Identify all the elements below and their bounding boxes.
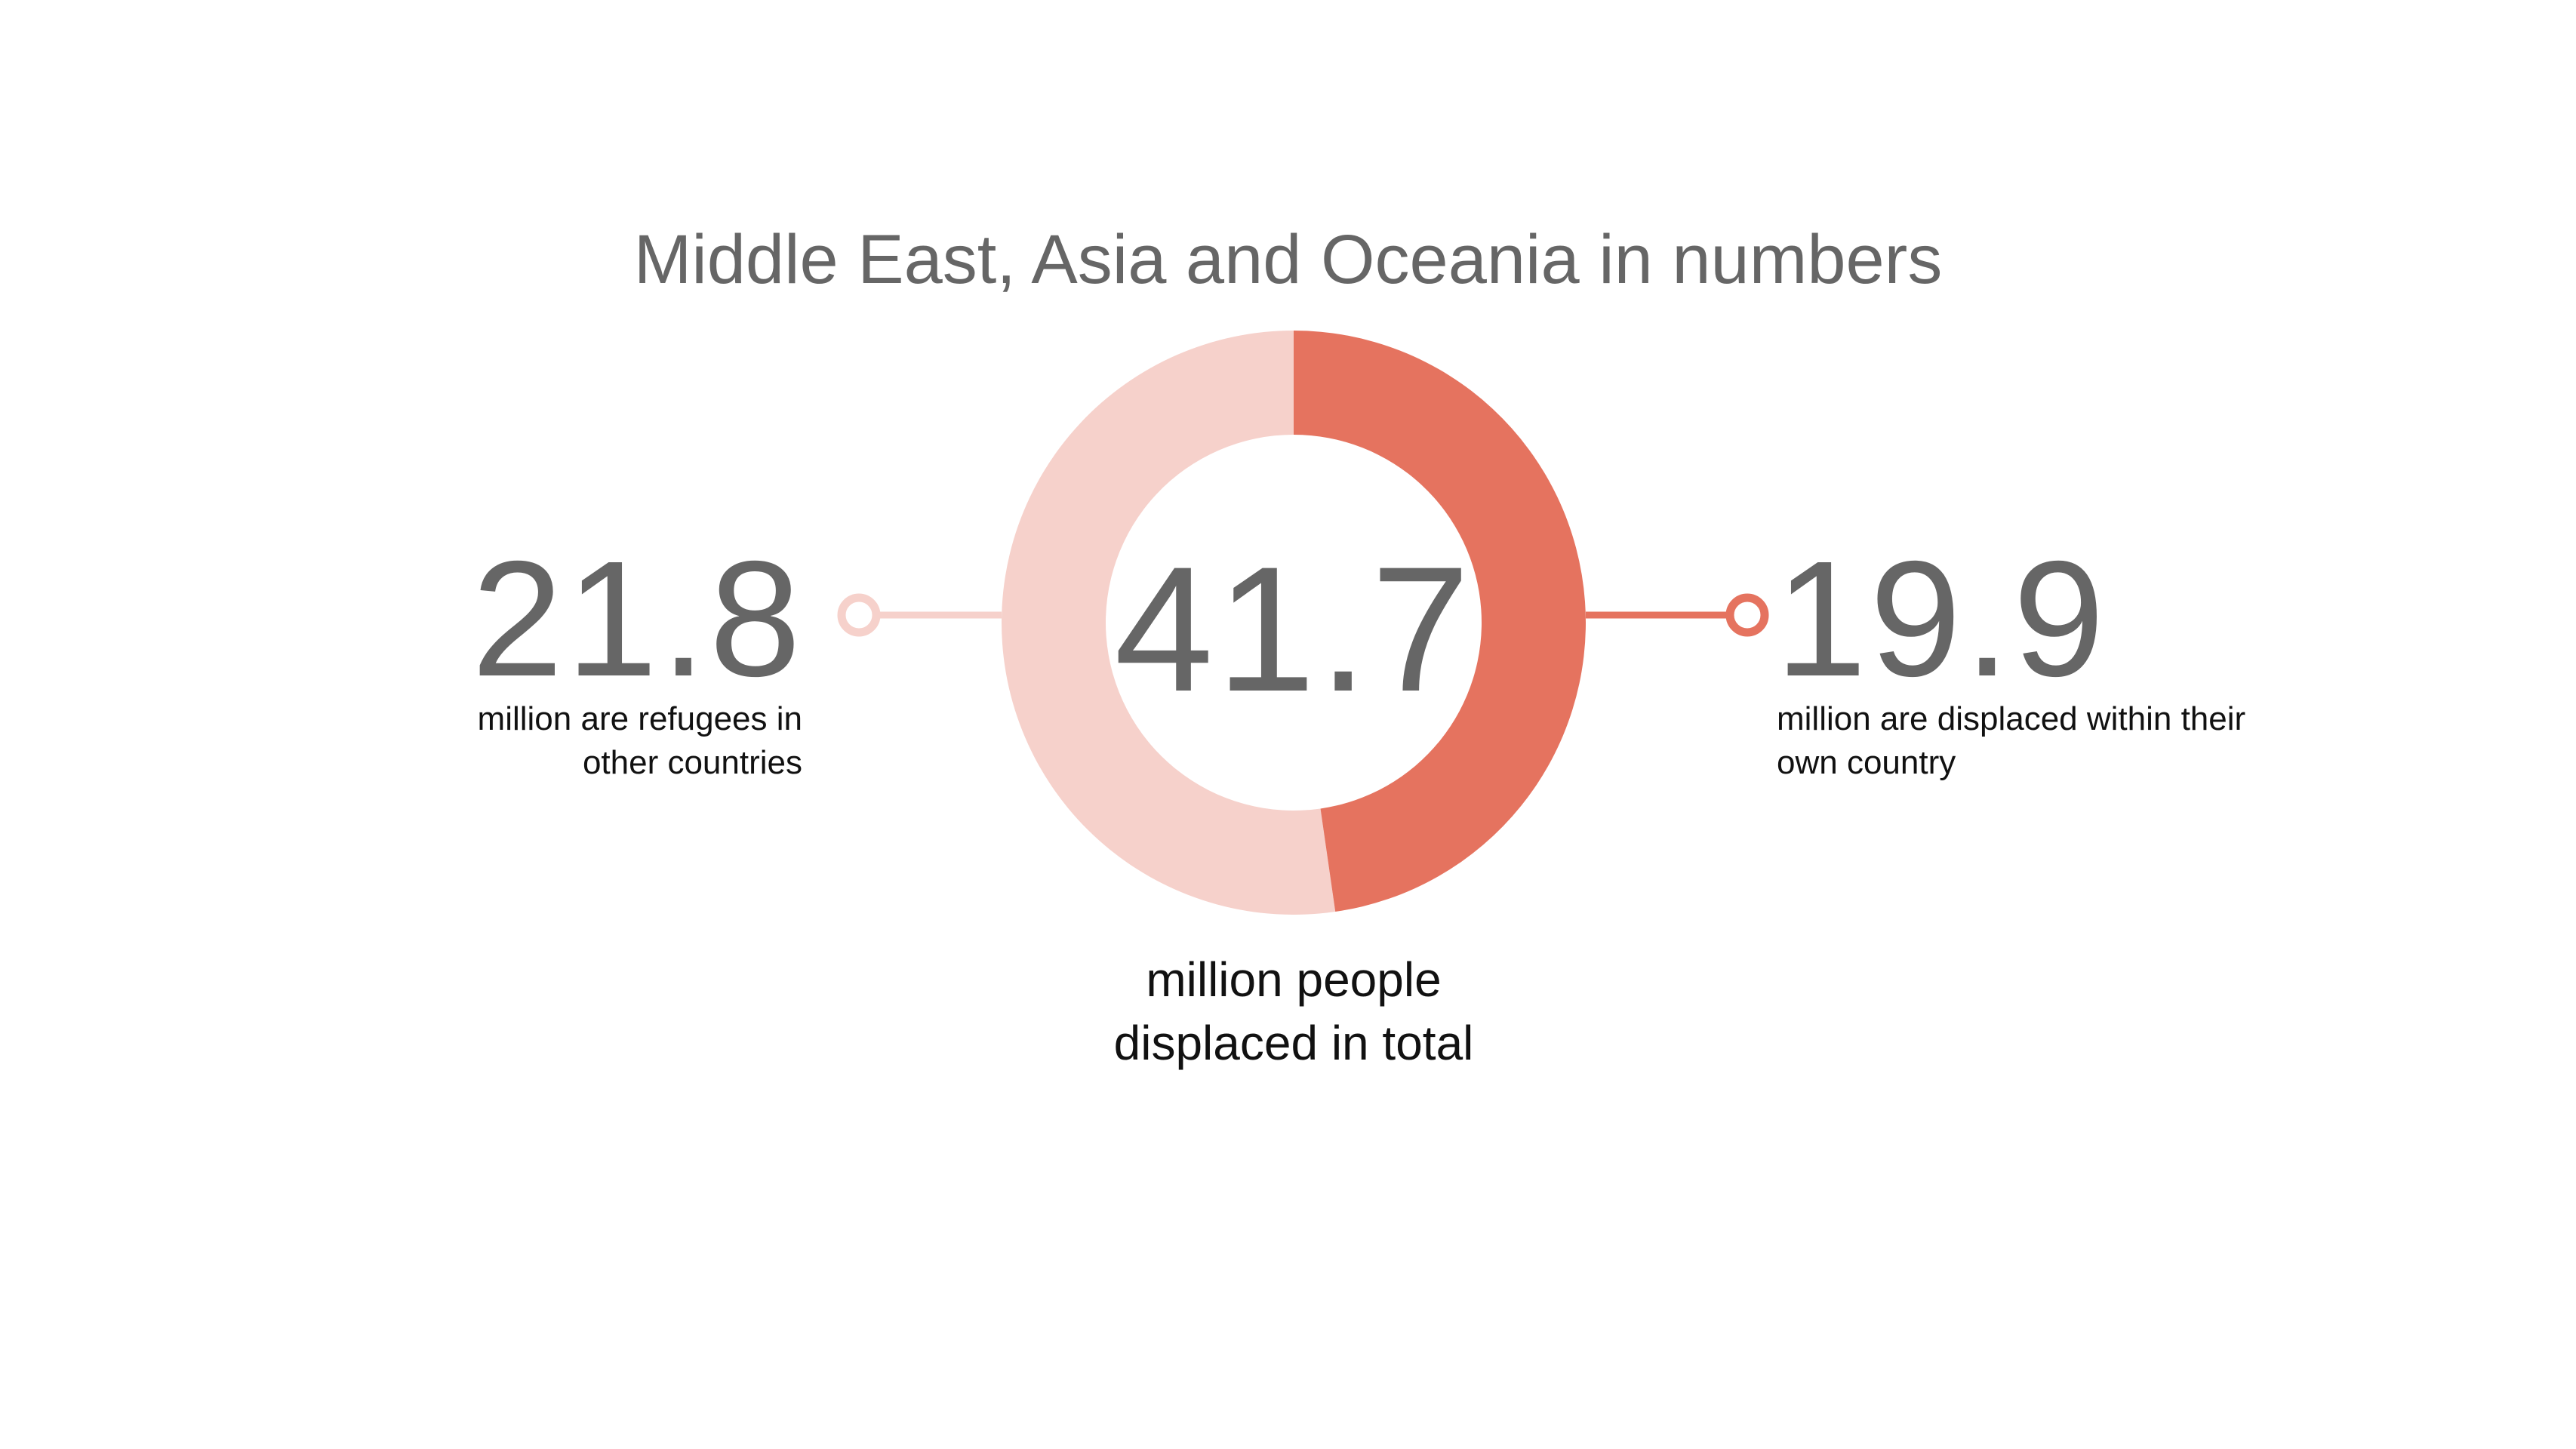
total-value: 41.7 (1114, 530, 1473, 729)
chart-title: Middle East, Asia and Oceania in numbers (633, 221, 1943, 298)
value-label: 21.8 (471, 528, 804, 711)
connector-dot (1725, 593, 1769, 637)
category-label: million are refugees in other countries (477, 700, 802, 781)
total-label: million people displaced in total (1113, 952, 1474, 1070)
value-label: 19.9 (1775, 528, 2108, 711)
connector-dot (837, 593, 881, 637)
category-label: million are displaced within their own c… (1777, 700, 2246, 781)
slice (1002, 331, 1336, 915)
slice (1294, 331, 1587, 912)
